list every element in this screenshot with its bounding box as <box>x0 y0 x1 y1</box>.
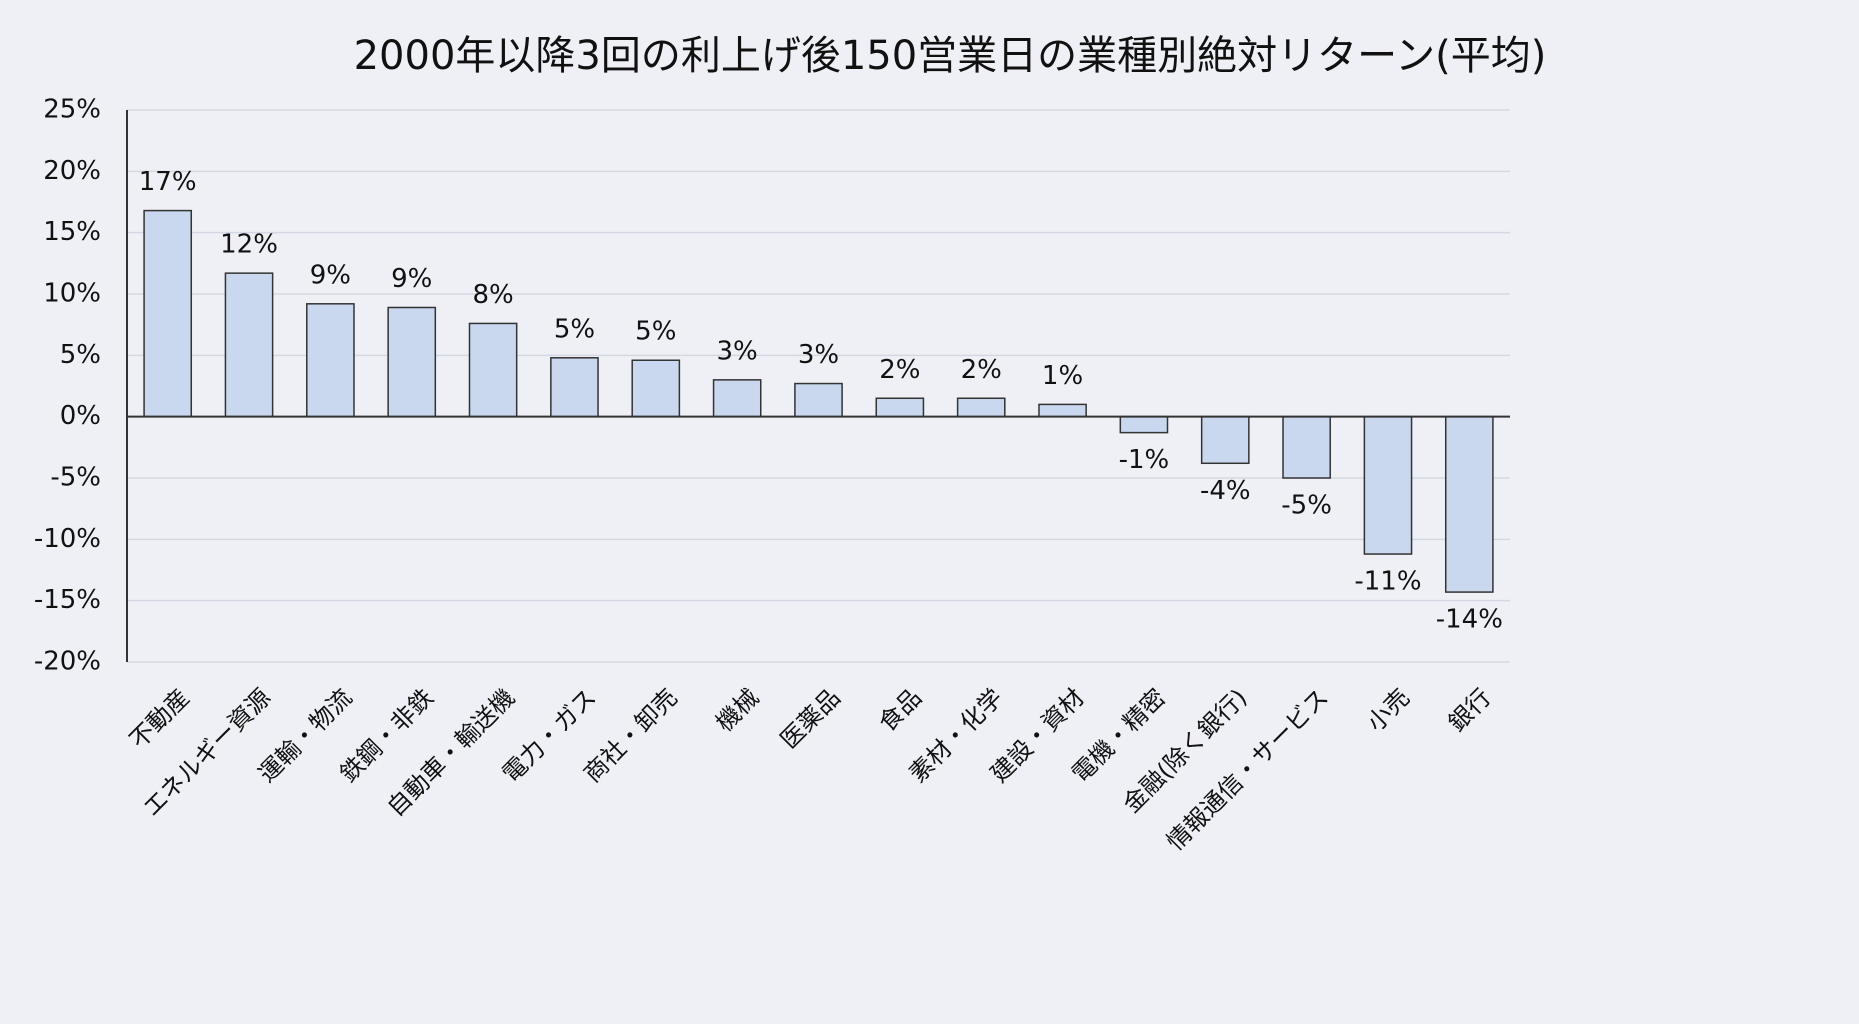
bar <box>1119 415 1169 434</box>
value-label: 12% <box>220 230 278 260</box>
y-tick-label: -5% <box>50 463 101 493</box>
y-tick-label: 25% <box>43 95 101 125</box>
value-label: 1% <box>1042 361 1083 391</box>
bar <box>1200 415 1250 465</box>
value-label: 17% <box>139 167 197 197</box>
value-label: -11% <box>1354 567 1421 597</box>
value-label: 9% <box>391 264 432 294</box>
value-label: 3% <box>798 340 839 370</box>
y-tick-label: -20% <box>34 647 101 677</box>
value-label: 5% <box>554 314 595 344</box>
bar <box>1363 415 1413 555</box>
y-tick-label: 0% <box>60 401 101 431</box>
value-label: 2% <box>879 355 920 385</box>
bar <box>224 272 274 418</box>
value-label: 3% <box>717 336 758 366</box>
bar <box>875 397 925 418</box>
bar <box>1282 415 1331 479</box>
y-tick-label: -10% <box>34 524 101 554</box>
bar <box>794 382 843 418</box>
bar <box>1038 403 1087 418</box>
y-tick-label: 15% <box>43 217 101 247</box>
y-tick-label: 10% <box>43 279 101 309</box>
bar <box>631 359 681 418</box>
value-label: 9% <box>310 260 351 290</box>
y-tick-label: 5% <box>60 340 101 370</box>
value-label: -4% <box>1200 476 1251 506</box>
value-label: -14% <box>1436 605 1503 635</box>
bar <box>306 303 355 418</box>
value-label: -5% <box>1281 491 1332 521</box>
bar <box>550 357 599 418</box>
value-label: -1% <box>1119 445 1170 475</box>
y-tick-label: -15% <box>34 585 101 615</box>
bar <box>1444 415 1494 593</box>
bar <box>956 397 1006 418</box>
value-label: 8% <box>472 280 513 310</box>
bar <box>468 322 518 418</box>
chart-title: 2000年以降3回の利上げ後150営業日の業種別絶対リターン(平均) <box>354 33 1547 79</box>
y-tick-label: 20% <box>43 156 101 186</box>
value-label: 2% <box>961 355 1002 385</box>
bar <box>712 379 762 418</box>
bar <box>143 209 193 418</box>
value-label: 5% <box>635 317 676 347</box>
bar <box>387 306 437 418</box>
